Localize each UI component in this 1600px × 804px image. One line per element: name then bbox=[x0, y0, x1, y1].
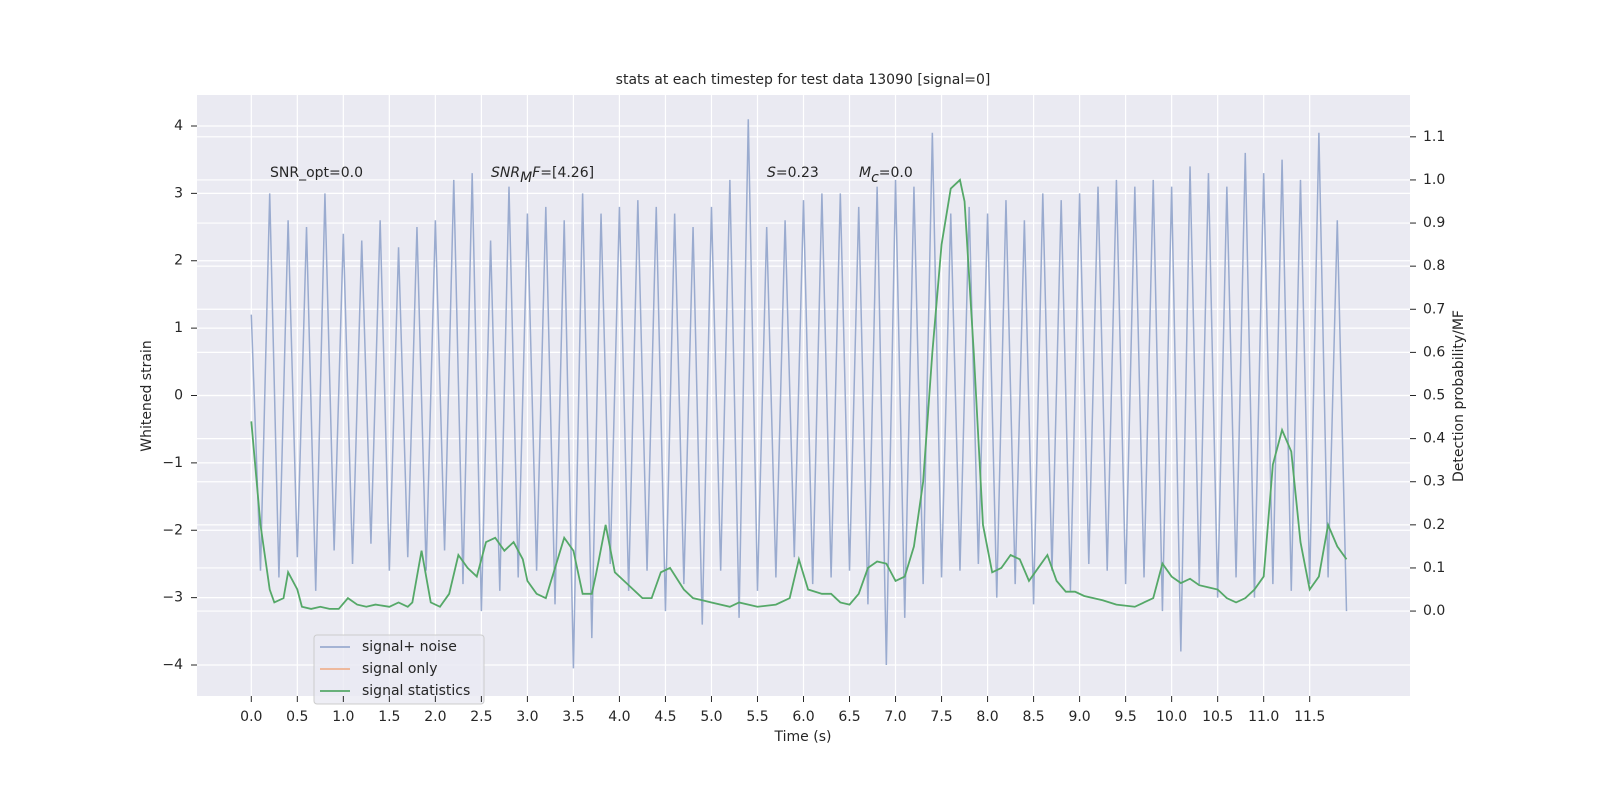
y-tick-label: −2 bbox=[162, 522, 183, 538]
annotation: SNRMF=[4.26] bbox=[491, 165, 594, 186]
x-tick-label: 5.0 bbox=[700, 709, 722, 725]
y2-tick-label: 0.6 bbox=[1423, 344, 1445, 360]
x-tick-label: 6.5 bbox=[838, 709, 860, 725]
x-tick-label: 0.5 bbox=[286, 709, 308, 725]
x-tick-label: 4.5 bbox=[654, 709, 676, 725]
annotation-part: M bbox=[859, 165, 871, 181]
y2-tick-label: 1.0 bbox=[1423, 172, 1445, 188]
y-tick-label: 0 bbox=[174, 388, 183, 404]
y2-tick-label: 0.4 bbox=[1423, 431, 1445, 447]
legend-label: signal only bbox=[362, 661, 437, 677]
legend-label: signal statistics bbox=[362, 683, 470, 699]
y2-tick-label: 0.1 bbox=[1423, 560, 1445, 576]
x-tick-label: 0.0 bbox=[240, 709, 262, 725]
series-line bbox=[250, 178, 1348, 610]
x-axis-label: Time (s) bbox=[774, 729, 832, 745]
y-tick-label: −1 bbox=[162, 455, 183, 471]
annotations: SNR_opt=0.0 SNRMF=[4.26] S=0.23 Mc=0.0 bbox=[270, 165, 913, 186]
legend: signal+ noise signal only signal statistic… bbox=[313, 634, 485, 705]
x-tick-label: 3.5 bbox=[562, 709, 584, 725]
annotation-part: c bbox=[871, 170, 879, 186]
y2-tick-label: 0.2 bbox=[1423, 517, 1445, 533]
y-tick-label: 3 bbox=[174, 185, 183, 201]
x-tick-label: 6.0 bbox=[792, 709, 814, 725]
legend-box bbox=[313, 634, 485, 705]
annotation-part: SNR_opt=0.0 bbox=[270, 165, 363, 181]
y-tick-label: 4 bbox=[174, 118, 183, 134]
legend-label: signal+ noise bbox=[362, 639, 457, 655]
x-tick-label: 11.5 bbox=[1294, 709, 1325, 725]
x-tick-label: 2.5 bbox=[470, 709, 492, 725]
y2-tick-label: 0.9 bbox=[1423, 215, 1445, 231]
y2-tick-label: 0.3 bbox=[1423, 474, 1445, 490]
x-tick-label: 7.0 bbox=[884, 709, 906, 725]
annotation-part: M bbox=[520, 170, 532, 186]
y-tick-label: 2 bbox=[174, 253, 183, 269]
annotation-part: =0.0 bbox=[879, 165, 913, 181]
y2-tick-label: 1.1 bbox=[1423, 129, 1445, 145]
y2-tick-label: 0.0 bbox=[1423, 603, 1445, 619]
chart-title: stats at each timestep for test data 130… bbox=[616, 72, 991, 88]
x-tick-label: 11.0 bbox=[1248, 709, 1279, 725]
annotation: SNR_opt=0.0 bbox=[270, 165, 363, 181]
y-tick-label: 1 bbox=[174, 320, 183, 336]
x-tick-label: 9.0 bbox=[1068, 709, 1090, 725]
series-line bbox=[250, 119, 1348, 669]
x-tick-label: 3.0 bbox=[516, 709, 538, 725]
x-tick-label: 1.0 bbox=[332, 709, 354, 725]
x-tick-label: 10.0 bbox=[1156, 709, 1187, 725]
annotation-part: =0.23 bbox=[776, 165, 819, 181]
x-tick-label: 4.0 bbox=[608, 709, 630, 725]
x-tick-label: 2.0 bbox=[424, 709, 446, 725]
annotation-part: S bbox=[767, 165, 776, 181]
annotation-part: SNR bbox=[491, 165, 520, 181]
y2-tick-label: 0.5 bbox=[1423, 388, 1445, 404]
x-tick-label: 9.5 bbox=[1114, 709, 1136, 725]
annotation-part: F bbox=[532, 165, 541, 181]
x-tick-label: 7.5 bbox=[930, 709, 952, 725]
annotation-part: =[4.26] bbox=[540, 165, 594, 181]
x-tick-label: 8.5 bbox=[1022, 709, 1044, 725]
annotation: Mc=0.0 bbox=[859, 165, 913, 186]
x-tick-label: 8.0 bbox=[976, 709, 998, 725]
y2-axis-label: Detection probability/MF bbox=[1451, 310, 1467, 482]
annotation: S=0.23 bbox=[767, 165, 819, 181]
y2-tick-label: 0.8 bbox=[1423, 258, 1445, 274]
y-tick-label: −3 bbox=[162, 590, 183, 606]
y-tick-label: −4 bbox=[162, 657, 183, 673]
x-tick-label: 10.5 bbox=[1202, 709, 1233, 725]
y-axis-label: Whitened strain bbox=[139, 340, 155, 451]
x-tick-label: 1.5 bbox=[378, 709, 400, 725]
y2-tick-label: 0.7 bbox=[1423, 301, 1445, 317]
x-tick-label: 5.5 bbox=[746, 709, 768, 725]
